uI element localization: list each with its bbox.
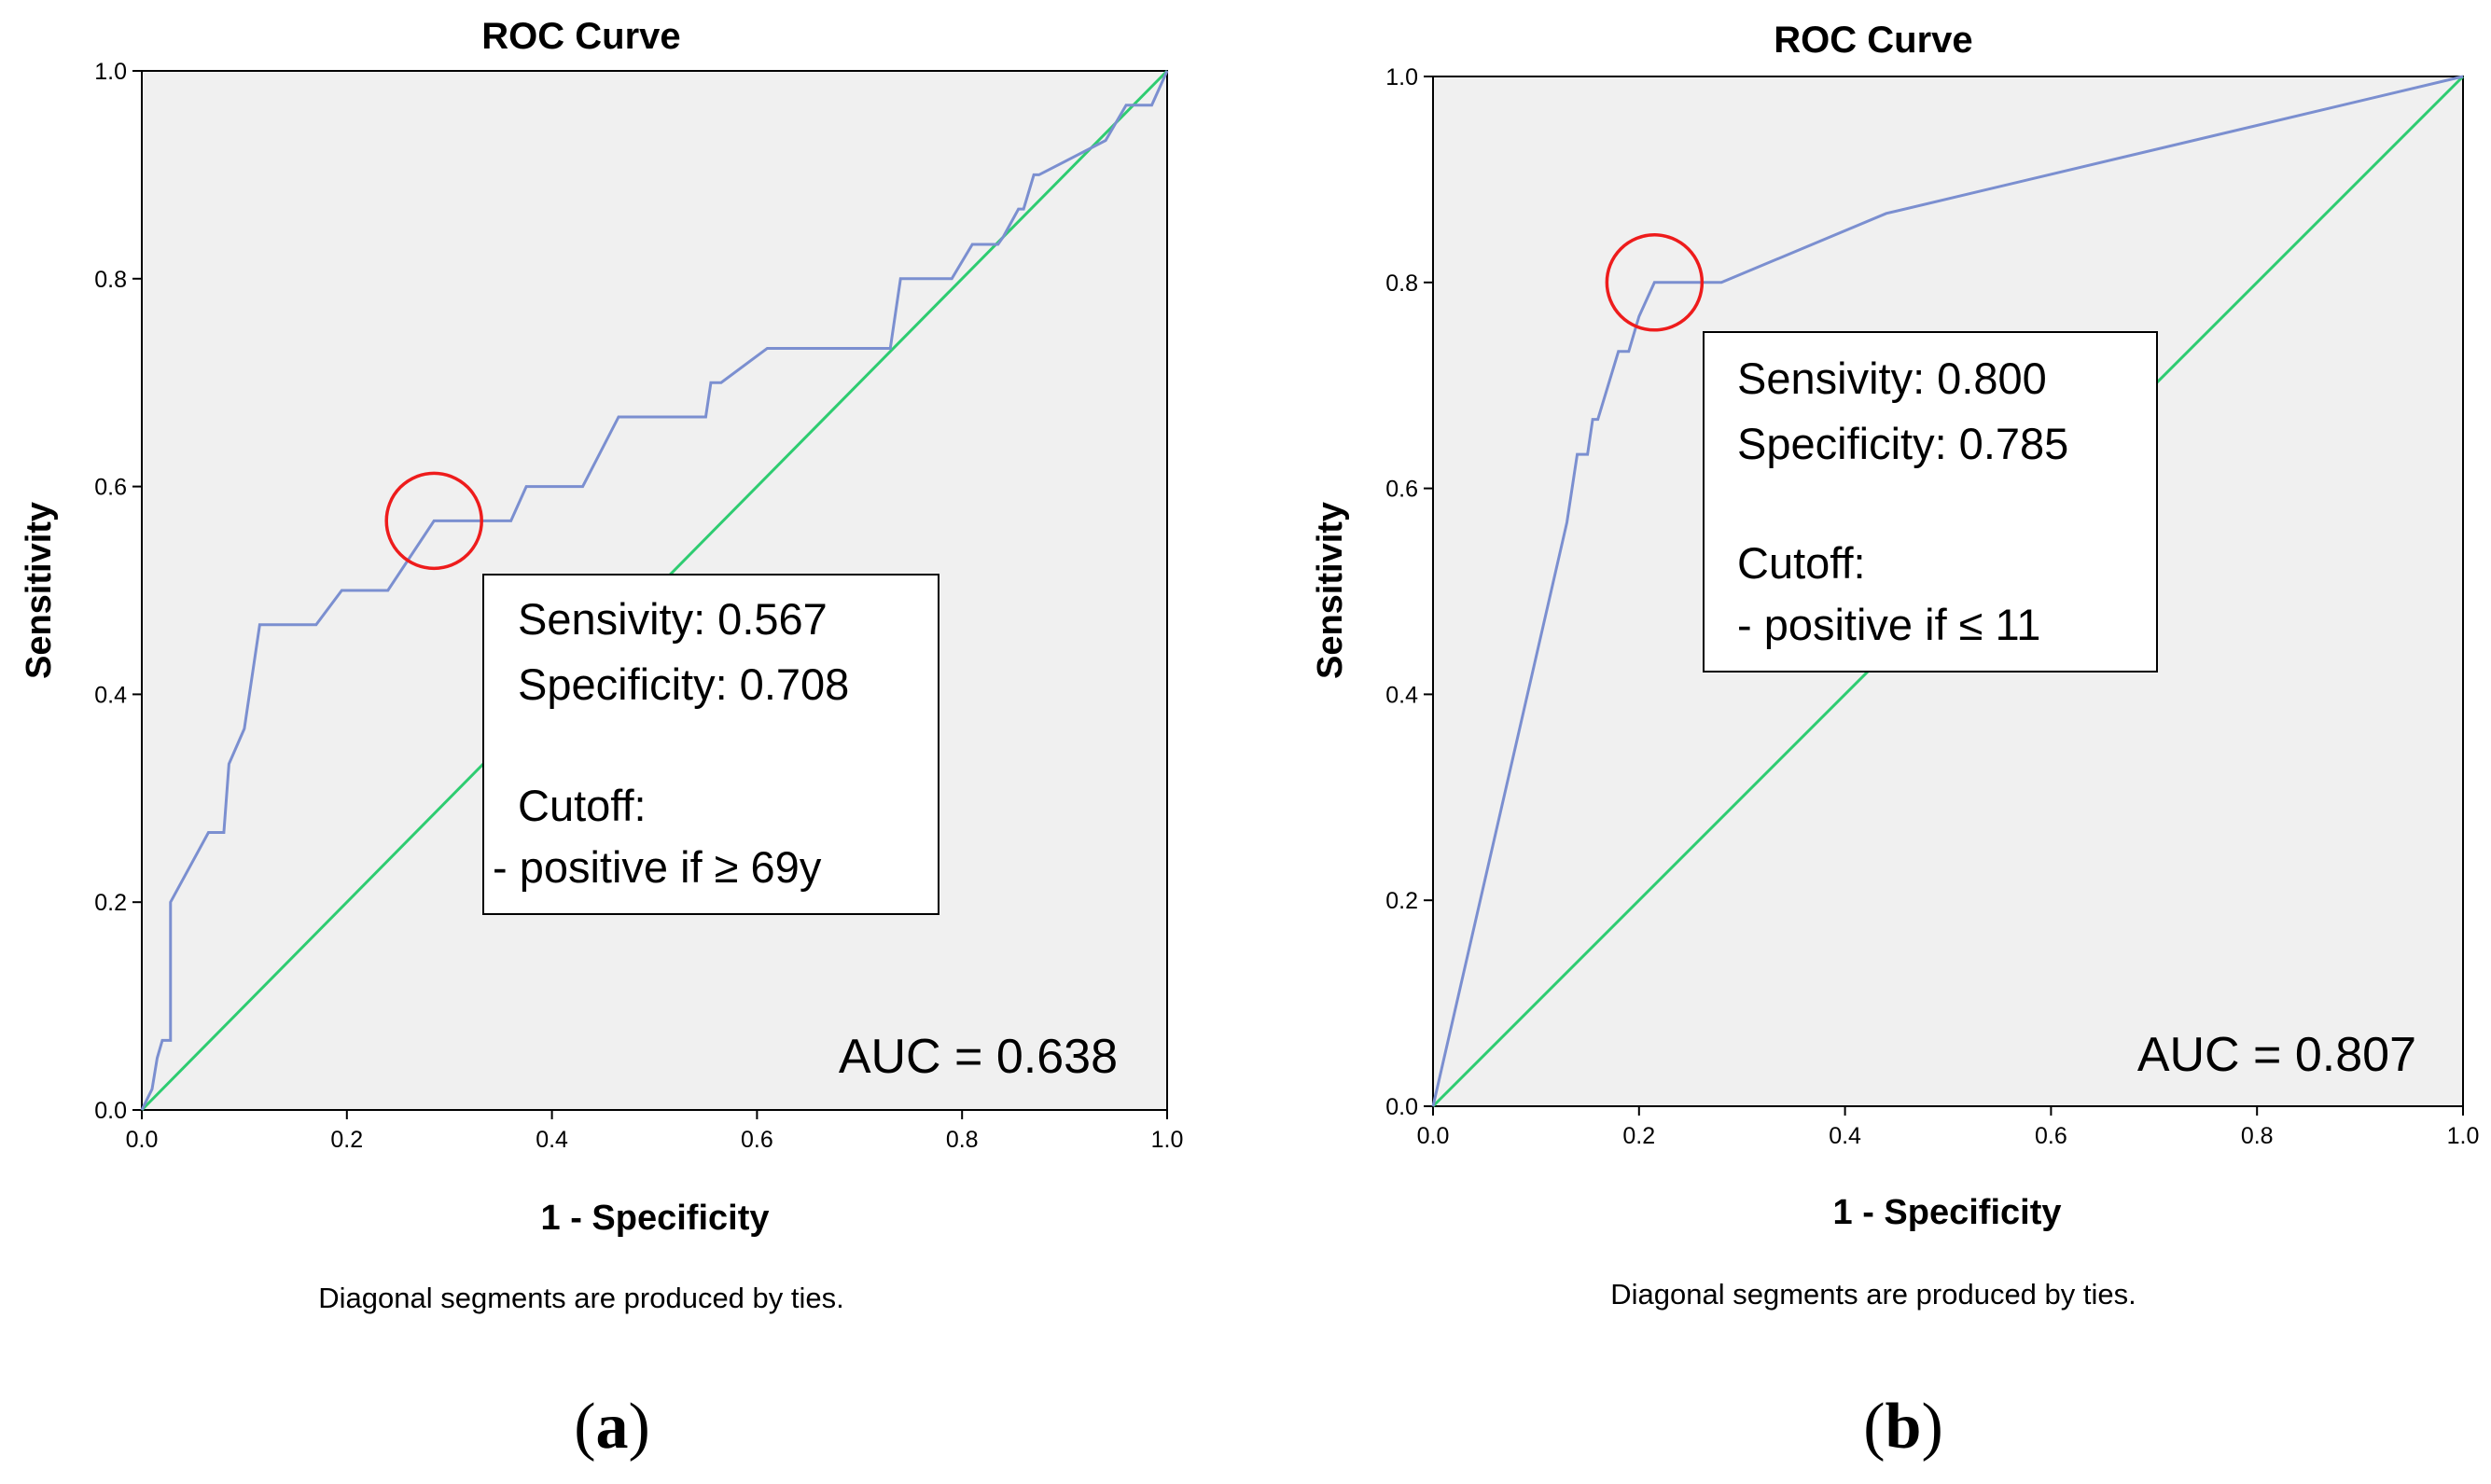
x-tick-label: 1.0	[1151, 1127, 1184, 1153]
x-tick-label: 0.4	[536, 1127, 568, 1153]
panel-letter: a	[596, 1391, 629, 1463]
annotation-cutoff-rule: - positive if ≥ 69y	[493, 842, 822, 892]
y-tick-label: 0.6	[94, 475, 127, 501]
cutoff-highlight-circle	[384, 471, 483, 571]
panel-b: ROC Curve 0.0 0.2 0.4 0.6 0.8 1.0 0.00.20.40.…	[1311, 20, 2479, 1463]
annotation-cutoff-label: Cutoff:	[518, 781, 647, 830]
y-tick-label: 0.8	[94, 267, 127, 293]
x-axis-label: 1 - Specificity	[541, 1199, 770, 1238]
x-axis-label: 1 - Specificity	[1833, 1193, 2062, 1232]
annotation-specificity: Specificity: 0.708	[518, 659, 849, 709]
footnote: Diagonal segments are produced by ties.	[1610, 1278, 2136, 1311]
x-tick-label: 0.6	[2035, 1123, 2067, 1149]
y-tick-label: 1.0	[1385, 64, 1418, 90]
annotation-cutoff-label: Cutoff:	[1737, 538, 1866, 588]
y-axis-label: Sensitivity	[20, 502, 59, 679]
x-tick-label: 1.0	[2447, 1123, 2480, 1149]
x-tick-label: 0.2	[1622, 1123, 1655, 1149]
annotation-sensitivity: Sensivity: 0.567	[518, 594, 828, 644]
y-tick-label: 1.0	[94, 59, 127, 85]
x-tick-label: 0.6	[741, 1127, 773, 1153]
panel-letter: b	[1886, 1391, 1922, 1463]
annotation-specificity: Specificity: 0.785	[1737, 419, 2068, 468]
x-axis-ticks: 0.0 0.2 0.4 0.6 0.8 1.0	[1417, 1106, 2480, 1149]
x-tick-label: 0.2	[330, 1127, 363, 1153]
auc-label: AUC = 0.638	[839, 1030, 1118, 1084]
y-tick-label: 0.2	[94, 890, 127, 916]
cutoff-highlight-circle	[1605, 233, 1705, 332]
y-tick-label: 0.2	[1385, 888, 1418, 914]
x-tick-label: 0.0	[126, 1127, 159, 1153]
roc-curve	[140, 70, 1169, 1111]
footnote: Diagonal segments are produced by ties.	[318, 1282, 844, 1314]
annotation-cutoff-rule: - positive if ≤ 11	[1737, 600, 2040, 649]
panel-a: ROC Curve 0.0 0.2 0.4 0.6 0.8 1.0 0.00.20.40.…	[20, 16, 1183, 1463]
y-axis-ticks: 0.0 0.2 0.4 0.6 0.8 1.0	[94, 59, 142, 1124]
y-tick-label: 0.6	[1385, 477, 1418, 503]
panel-label-b: (b)	[1863, 1391, 1943, 1463]
chart-title: ROC Curve	[1774, 20, 1972, 61]
annotation-sensitivity: Sensivity: 0.800	[1737, 354, 2047, 403]
y-tick-label: 0.4	[1385, 682, 1418, 708]
x-tick-label: 0.8	[946, 1127, 979, 1153]
chart-title: ROC Curve	[481, 16, 680, 57]
y-axis-ticks: 0.0 0.2 0.4 0.6 0.8 1.0	[1385, 64, 1433, 1120]
x-tick-label: 0.0	[1417, 1123, 1450, 1149]
panel-label-a: (a)	[574, 1391, 650, 1463]
y-tick-label: 0.4	[94, 682, 127, 708]
auc-label: AUC = 0.807	[2137, 1028, 2416, 1082]
x-tick-label: 0.8	[2241, 1123, 2274, 1149]
x-tick-label: 0.4	[1829, 1123, 1861, 1149]
y-tick-label: 0.0	[1385, 1094, 1418, 1120]
annotation-box	[1703, 331, 2158, 673]
y-tick-label: 0.8	[1385, 270, 1418, 297]
y-axis-label: Sensitivity	[1311, 502, 1350, 679]
y-tick-label: 0.0	[94, 1098, 127, 1124]
roc-curve	[1431, 75, 2464, 1107]
x-axis-ticks: 0.0 0.2 0.4 0.6 0.8 1.0	[126, 1110, 1184, 1153]
annotation-box	[482, 574, 939, 915]
